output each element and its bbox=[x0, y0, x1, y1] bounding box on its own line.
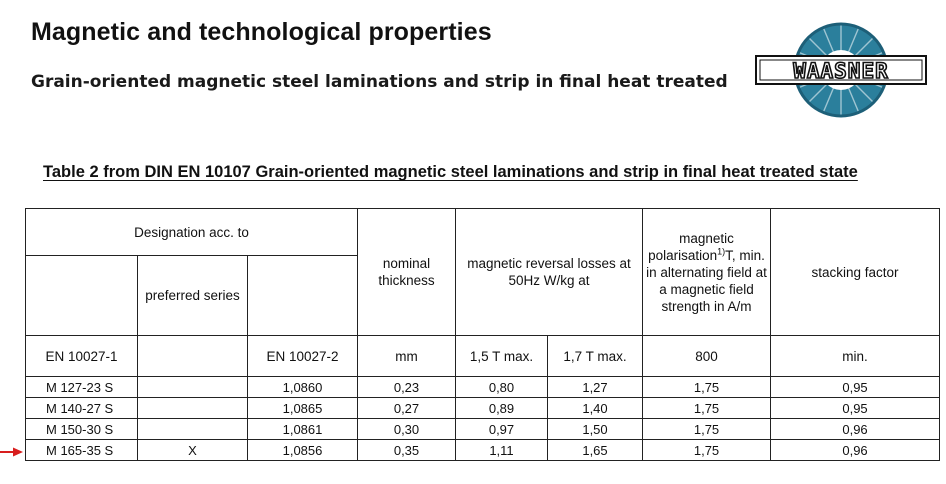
waasner-logo: WAASNER bbox=[755, 22, 927, 118]
table-caption: Table 2 from DIN EN 10107 Grain-oriented… bbox=[43, 163, 858, 181]
cell-loss17: 1,50 bbox=[546, 418, 644, 440]
page-title: Magnetic and technological properties bbox=[31, 18, 492, 46]
cell-thickness: 0,23 bbox=[357, 376, 456, 398]
cell-thickness: 0,35 bbox=[357, 439, 456, 461]
properties-table: Designation acc. to nominal thickness ma… bbox=[25, 208, 941, 461]
cell-en2: 1,0865 bbox=[247, 397, 358, 419]
table-row: M 140-27 S 1,0865 0,27 0,89 1,40 1,75 0,… bbox=[25, 397, 941, 419]
header-preferred-series: preferred series bbox=[137, 255, 248, 336]
header-designation: Designation acc. to bbox=[25, 208, 358, 256]
cell-preferred bbox=[137, 376, 248, 398]
header-nominal-thickness: nominal thickness bbox=[357, 208, 456, 336]
cell-preferred: X bbox=[137, 439, 248, 461]
unit-loss-1-5: 1,5 T max. bbox=[455, 335, 548, 377]
unit-en-10027-2: EN 10027-2 bbox=[247, 335, 358, 377]
unit-loss-1-7: 1,7 T max. bbox=[546, 335, 644, 377]
cell-en2: 1,0856 bbox=[247, 439, 358, 461]
cell-loss17: 1,40 bbox=[546, 397, 644, 419]
cell-en1: M 127-23 S bbox=[25, 376, 138, 398]
cell-thickness: 0,27 bbox=[357, 397, 456, 419]
cell-stacking: 0,96 bbox=[770, 418, 941, 440]
unit-stacking: min. bbox=[770, 335, 941, 377]
cell-polarisation: 1,75 bbox=[642, 439, 772, 461]
cell-en1: M 140-27 S bbox=[25, 397, 138, 419]
table-row: M 150-30 S 1,0861 0,30 0,97 1,50 1,75 0,… bbox=[25, 418, 941, 440]
header-reversal-losses: magnetic reversal losses at 50Hz W/kg at bbox=[454, 208, 644, 336]
table-row: M 127-23 S 1,0860 0,23 0,80 1,27 1,75 0,… bbox=[25, 376, 941, 398]
red-arrow-icon bbox=[0, 447, 23, 457]
cell-loss15: 0,89 bbox=[455, 397, 548, 419]
cell-stacking: 0,95 bbox=[770, 376, 941, 398]
header-stacking-factor: stacking factor bbox=[770, 208, 941, 336]
unit-en-10027-1: EN 10027-1 bbox=[25, 335, 138, 377]
cell-polarisation: 1,75 bbox=[642, 418, 772, 440]
unit-field-strength: 800 bbox=[642, 335, 772, 377]
cell-thickness: 0,30 bbox=[357, 418, 456, 440]
cell-loss15: 0,97 bbox=[455, 418, 548, 440]
footnote-marker: 1) bbox=[717, 246, 726, 256]
cell-en2: 1,0860 bbox=[247, 376, 358, 398]
cell-en1: M 165-35 S bbox=[25, 439, 138, 461]
cell-preferred bbox=[137, 418, 248, 440]
header-polarisation: magnetic polarisation1)T, min. in altern… bbox=[642, 208, 772, 336]
cell-preferred bbox=[137, 397, 248, 419]
page-subtitle: Grain-oriented magnetic steel lamination… bbox=[31, 72, 728, 92]
cell-stacking: 0,96 bbox=[770, 439, 941, 461]
logo-wordmark: WAASNER bbox=[793, 59, 889, 83]
cell-loss17: 1,65 bbox=[546, 439, 644, 461]
cell-polarisation: 1,75 bbox=[642, 376, 772, 398]
cell-loss15: 0,80 bbox=[455, 376, 548, 398]
unit-preferred-blank bbox=[137, 335, 248, 377]
table-row-highlighted: M 165-35 S X 1,0856 0,35 1,11 1,65 1,75 … bbox=[25, 439, 941, 461]
cell-polarisation: 1,75 bbox=[642, 397, 772, 419]
cell-en1: M 150-30 S bbox=[25, 418, 138, 440]
header-blank-en2 bbox=[247, 255, 358, 336]
cell-stacking: 0,95 bbox=[770, 397, 941, 419]
header-blank-en1 bbox=[25, 255, 138, 336]
cell-loss15: 1,11 bbox=[455, 439, 548, 461]
unit-thickness: mm bbox=[357, 335, 456, 377]
cell-en2: 1,0861 bbox=[247, 418, 358, 440]
cell-loss17: 1,27 bbox=[546, 376, 644, 398]
